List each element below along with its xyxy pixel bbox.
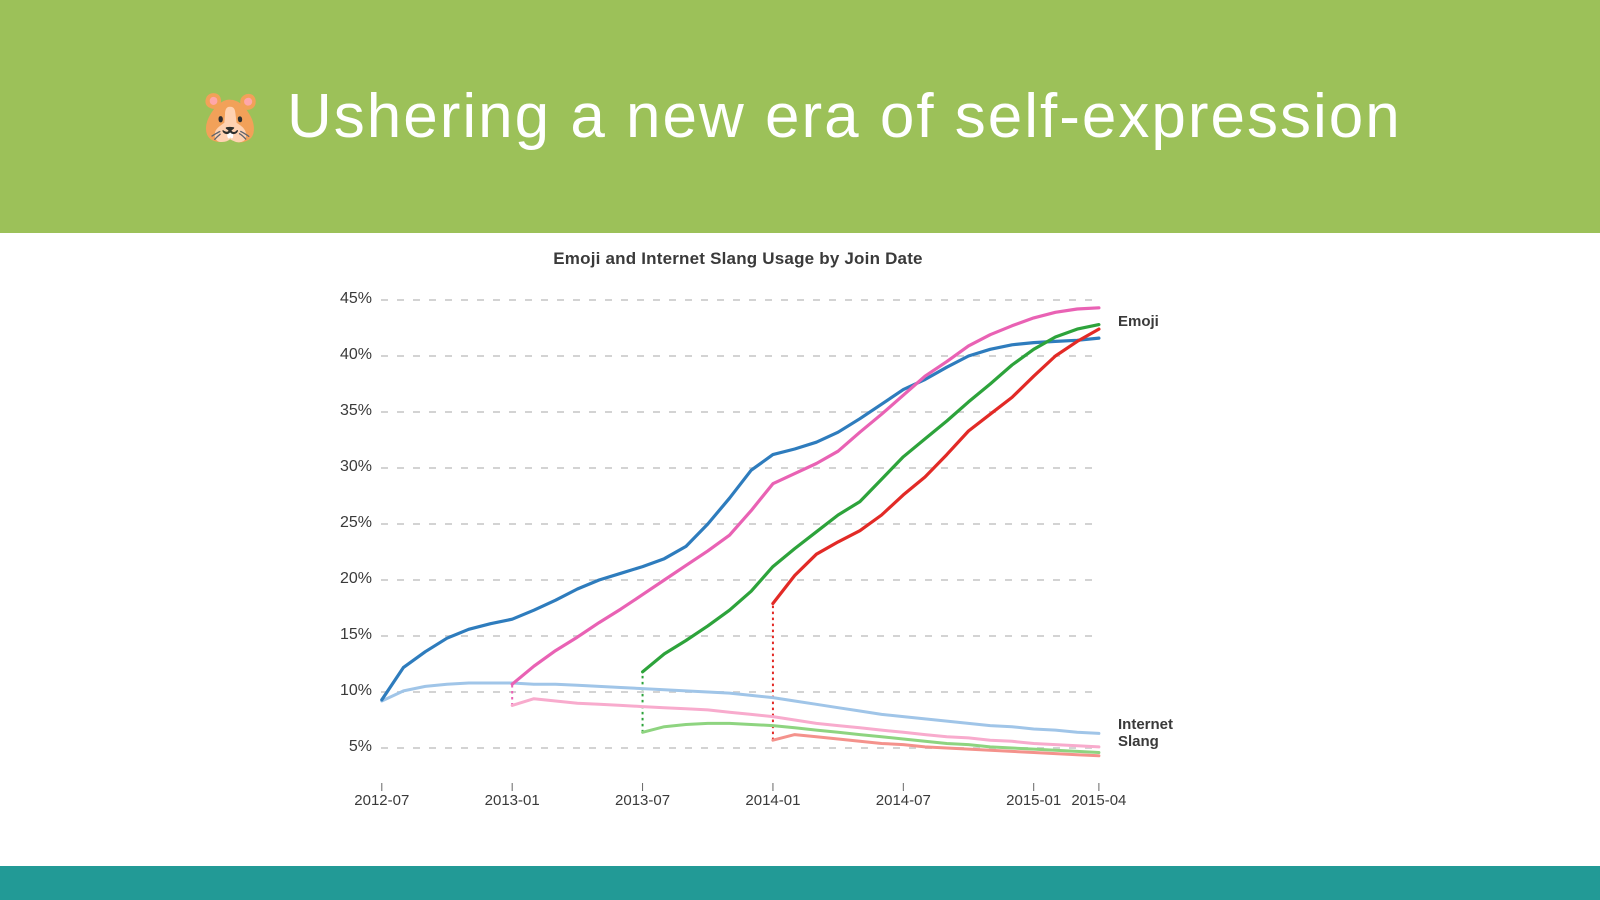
internet-slang-group-label: Internet Slang (1118, 716, 1174, 750)
x-axis-tick-label: 2014-01 (745, 792, 801, 809)
x-axis-tick-label: 2013-01 (484, 792, 540, 809)
y-axis-tick-label: 5% (348, 738, 372, 755)
y-axis-tick-label: 45% (339, 290, 372, 307)
y-axis-tick-label: 15% (339, 626, 372, 643)
y-axis-tick-label: 20% (339, 570, 372, 587)
x-axis-tick-label: 2013-07 (615, 792, 671, 809)
y-axis-tick-label: 25% (339, 514, 372, 531)
series-slang-2013-01 (510, 697, 1101, 749)
y-axis-tick-label: 10% (339, 682, 372, 699)
slide-header: 🐹 Ushering a new era of self-expression (0, 0, 1600, 233)
hamster-emoji: 🐹 (198, 87, 263, 146)
x-axis-tick-label: 2014-07 (875, 792, 931, 809)
series-emoji-2012-07 (380, 336, 1101, 702)
series-emoji-2013-07 (641, 323, 1101, 674)
x-axis-tick-label: 2015-04 (1071, 792, 1127, 809)
y-axis-tick-label: 30% (339, 458, 372, 475)
series-slang-2013-07 (641, 721, 1101, 754)
series-emoji-2013-01 (510, 306, 1101, 686)
slide-title: Ushering a new era of self-expression (287, 82, 1402, 151)
x-axis-tick-label: 2015-01 (1006, 792, 1062, 809)
series-emoji-2014-01 (771, 327, 1101, 606)
y-axis-tick-label: 35% (339, 402, 372, 419)
series-slang-2014-01 (771, 733, 1101, 758)
footer-accent-bar (0, 866, 1600, 900)
chart-title: Emoji and Internet Slang Usage by Join D… (553, 249, 923, 268)
y-axis-tick-label: 40% (339, 346, 372, 363)
x-axis-tick-label: 2012-07 (354, 792, 410, 809)
emoji-group-label: Emoji (1118, 313, 1159, 330)
series-slang-2012-07 (380, 681, 1101, 735)
